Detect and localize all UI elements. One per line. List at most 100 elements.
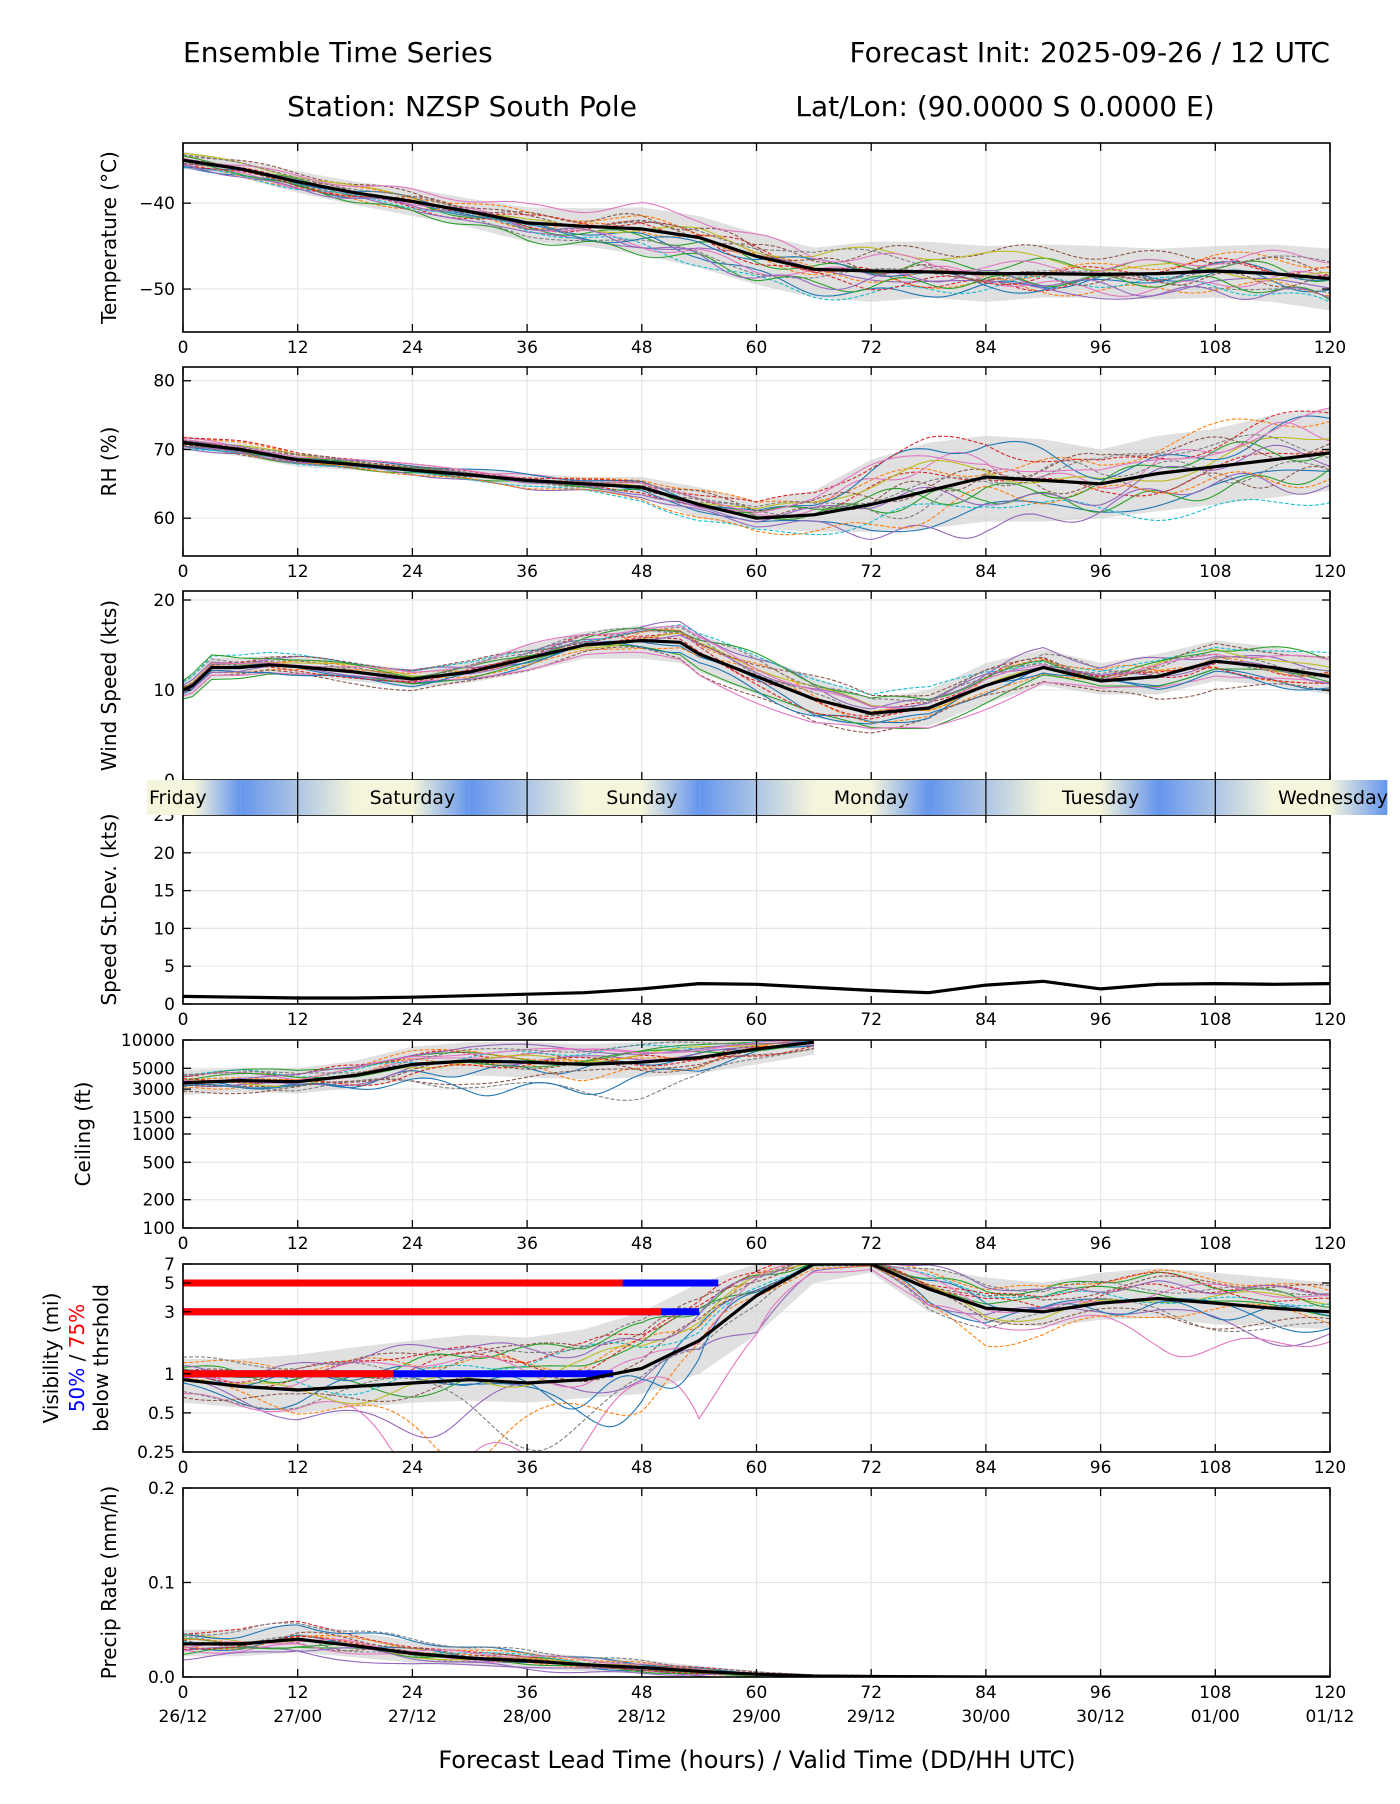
temperature-xtick-label: 0: [178, 338, 189, 358]
visibility-ylabel-percentiles: 50% / 75%: [65, 1304, 89, 1412]
day-band-segment: [147, 780, 241, 815]
rh-ylabel: RH (%): [97, 427, 121, 497]
precip_rate-xtick-label: 0: [178, 1683, 189, 1703]
ceiling-ytick-label: 1500: [132, 1108, 175, 1128]
wind_speed-panel: 0122436486072849610812001020Wind Speed (…: [97, 590, 1346, 806]
rh-ytick-label: 70: [153, 440, 175, 460]
precip_rate-ytick-label: 0.2: [148, 1479, 175, 1499]
day-label: Monday: [834, 787, 909, 809]
visibility-ensemble-member: [183, 1268, 1330, 1452]
ceiling-xtick-label: 72: [860, 1234, 882, 1254]
wind_speed-plot: [183, 620, 1330, 734]
precip_rate-ensemble-member: [183, 1646, 1330, 1677]
day-label: Friday: [149, 787, 207, 809]
temperature-ensemble-member: [183, 154, 1330, 281]
visibility-plot: [183, 1264, 1330, 1452]
wind_speed-ensemble-member: [183, 646, 1330, 734]
ceiling-xtick-label: 120: [1314, 1234, 1346, 1254]
rh-ytick-label: 60: [153, 509, 175, 529]
speed_stdev-grid: [182, 814, 1331, 1005]
visibility-ylabel-2: below thrshold: [89, 1284, 113, 1432]
rh-xtick-label: 108: [1199, 562, 1231, 582]
valid-time-label: 01/00: [1191, 1707, 1240, 1727]
precip_rate-ylabel: Precip Rate (mm/h): [97, 1486, 121, 1680]
visibility-xtick-label: 60: [746, 1458, 768, 1478]
wind_speed-ensemble-member: [183, 624, 1330, 696]
speed_stdev-ytick-label: 20: [153, 844, 175, 864]
visibility-ytick-label: 3: [164, 1303, 175, 1323]
day-band-segment: [813, 780, 929, 815]
temperature-xtick-label: 60: [746, 338, 768, 358]
temperature-xtick-label: 108: [1199, 338, 1231, 358]
visibility-xtick-label: 12: [287, 1458, 309, 1478]
rh-xtick-label: 0: [178, 562, 189, 582]
rh-xtick-label: 60: [746, 562, 768, 582]
ceiling-xtick-label: 108: [1199, 1234, 1231, 1254]
ceiling-xtick-label: 24: [402, 1234, 424, 1254]
speed_stdev-xtick-label: 72: [860, 1010, 882, 1030]
figure-subtitle-latlon: Lat/Lon: (90.0000 S 0.0000 E): [795, 90, 1214, 123]
visibility-ytick-label: 7: [164, 1255, 175, 1275]
valid-time-label: 01/12: [1306, 1707, 1355, 1727]
precip_rate-spread-band: [183, 1623, 1330, 1677]
wind_speed-ensemble-member: [183, 637, 1330, 720]
day-label: Saturday: [370, 787, 456, 809]
wind_speed-mean-line: [183, 638, 1330, 715]
ceiling-xtick-label: 0: [178, 1234, 189, 1254]
valid-time-label: 27/12: [388, 1707, 437, 1727]
valid-time-label: 29/00: [732, 1707, 781, 1727]
visibility-mean-line: [183, 1264, 1330, 1392]
temperature-ylabel: Temperature (°C): [97, 151, 121, 325]
rh-xtick-label: 36: [516, 562, 538, 582]
rh-plot: [183, 407, 1330, 541]
ceiling-ytick-label: 10000: [121, 1031, 175, 1051]
precip_rate-xtick-label: 12: [287, 1683, 309, 1703]
visibility-ylabel-p50: 50%: [65, 1368, 89, 1412]
precip_rate-xtick-label: 108: [1199, 1683, 1231, 1703]
valid-time-label: 29/12: [847, 1707, 896, 1727]
temperature-xtick-label: 12: [287, 338, 309, 358]
temperature-plot: [183, 151, 1330, 311]
visibility-xtick-label: 48: [631, 1458, 653, 1478]
speed_stdev-xtick-label: 48: [631, 1010, 653, 1030]
precip_rate-xtick-label: 24: [402, 1683, 424, 1703]
ceiling-ensemble-member: [183, 1040, 814, 1075]
visibility-ytick-label: 0.5: [148, 1404, 175, 1424]
visibility-xtick-label: 84: [975, 1458, 997, 1478]
ceiling-plot: [183, 1040, 815, 1101]
rh-xtick-label: 72: [860, 562, 882, 582]
visibility-xtick-label: 120: [1314, 1458, 1346, 1478]
visibility-xtick-label: 96: [1090, 1458, 1112, 1478]
wind_speed-ylabel: Wind Speed (kts): [97, 600, 121, 771]
ceiling-ensemble-member: [183, 1040, 814, 1083]
ceiling-xtick-label: 84: [975, 1234, 997, 1254]
rh-xtick-label: 48: [631, 562, 653, 582]
temperature-panel: 0 12 24 36 48 60 72 84 96 108 120 −50 −40 Temperature…: [97, 142, 1346, 358]
temperature-ensemble-member: [183, 159, 1330, 283]
visibility-xtick-label: 72: [860, 1458, 882, 1478]
day-label: Sunday: [606, 787, 677, 809]
wind_speed-ensemble-member: [183, 625, 1330, 710]
speed_stdev-ytick-label: 10: [153, 919, 175, 939]
visibility-ylabel: Visibility (mi): [39, 1293, 63, 1424]
speed_stdev-ytick-label: 15: [153, 882, 175, 902]
wind_speed-ensemble-member: [183, 634, 1330, 708]
rh-ensemble-member: [183, 407, 1330, 514]
ceiling-xtick-label: 60: [746, 1234, 768, 1254]
precip_rate-xtick-label: 36: [516, 1683, 538, 1703]
ceiling-xtick-label: 12: [287, 1234, 309, 1254]
valid-time-label: 27/00: [273, 1707, 322, 1727]
figure-title-right: Forecast Init: 2025-09-26 / 12 UTC: [850, 36, 1330, 69]
rh-mean-line: [183, 441, 1330, 520]
valid-time-label: 30/00: [961, 1707, 1010, 1727]
temperature-xtick-label: 36: [516, 338, 538, 358]
ceiling-ensemble-member: [183, 1045, 814, 1097]
day-band-segment: [1043, 780, 1158, 815]
speed_stdev-xtick-label: 0: [178, 1010, 189, 1030]
speed_stdev-ylabel: Speed St.Dev. (kts): [97, 813, 121, 1005]
valid-time-label: 26/12: [159, 1707, 208, 1727]
ceiling-ytick-label: 100: [143, 1219, 175, 1239]
visibility-ytick-label: 1: [164, 1365, 175, 1385]
rh-ensemble-member: [183, 448, 1330, 536]
